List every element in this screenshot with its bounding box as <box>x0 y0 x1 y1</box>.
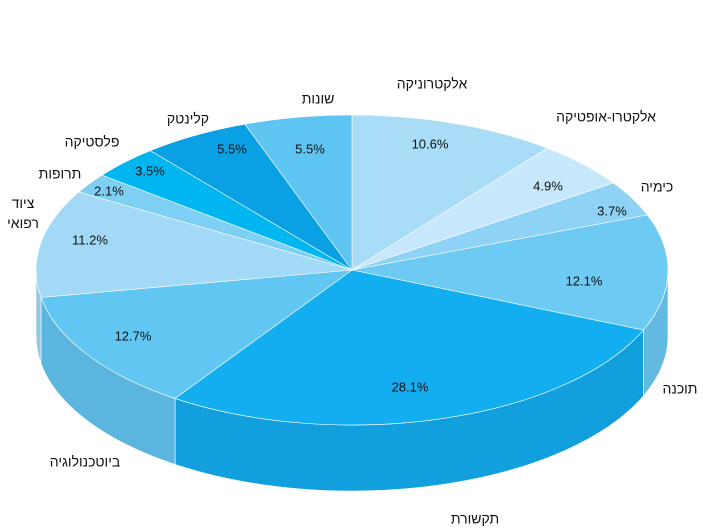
slice <box>40 269 354 399</box>
slice-label: ציוד רפואי <box>7 195 39 231</box>
slice <box>351 214 669 331</box>
slice-label: תקשורת <box>451 511 499 527</box>
value-label: 28.1% <box>392 379 429 394</box>
value-label: 5.5% <box>217 141 247 156</box>
slice-label: קלינטק <box>167 111 209 127</box>
value-label: 2.1% <box>94 183 124 198</box>
value-label: 10.6% <box>412 136 449 151</box>
value-label: 3.7% <box>597 203 627 218</box>
slice <box>244 114 353 271</box>
value-label: 12.1% <box>566 273 603 288</box>
slice-label: ביוטכנולוגיה <box>50 454 120 470</box>
slice-label: כימיה <box>641 179 674 195</box>
slice-label-box: ציוד רפואי <box>7 195 39 231</box>
slice-label: תוכנה <box>663 381 698 397</box>
value-label: 12.7% <box>115 328 152 343</box>
value-label: 5.5% <box>295 141 325 156</box>
value-label: 3.5% <box>135 163 165 178</box>
slice-label: פלסטיקה <box>65 134 120 150</box>
value-label: 11.2% <box>72 232 108 247</box>
slice <box>35 191 353 298</box>
slice-label: תרופות <box>39 166 82 182</box>
slice <box>351 114 549 271</box>
slice-label: אלקטרו-אופטיקה <box>556 109 656 125</box>
slice <box>174 269 644 426</box>
slice-label: אלקטרוניקה <box>397 76 468 92</box>
slice-label: שונות <box>302 91 335 107</box>
value-label: 4.9% <box>533 178 563 193</box>
